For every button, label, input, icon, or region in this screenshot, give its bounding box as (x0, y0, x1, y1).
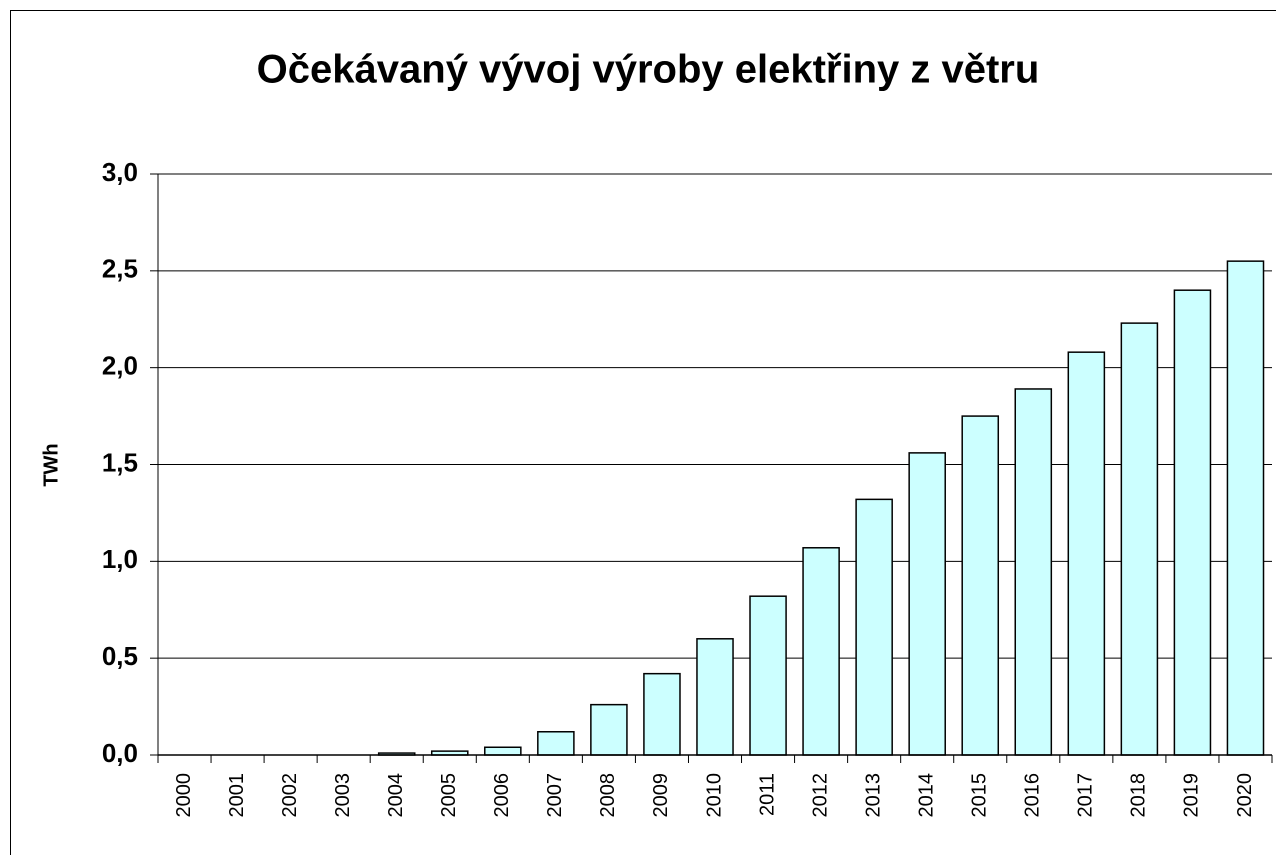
bar (1226, 260, 1265, 756)
y-tick-label: 2,0 (102, 351, 138, 381)
bar (749, 595, 787, 756)
bar (537, 731, 575, 756)
bar (484, 746, 522, 756)
x-tick-label: 2013 (862, 773, 884, 818)
x-tick-label: 2001 (226, 773, 248, 818)
x-tick-label: 2003 (332, 773, 354, 818)
bar (643, 672, 681, 756)
x-tick-label: 2017 (1075, 773, 1097, 818)
bar (1067, 351, 1106, 756)
x-tick-label: 2016 (1022, 773, 1044, 818)
x-tick-label: 2002 (279, 773, 301, 818)
y-tick-label: 1,5 (102, 447, 138, 477)
x-tick-label: 2018 (1128, 773, 1150, 818)
x-tick-label: 2011 (756, 773, 778, 816)
x-tick-label: 2004 (385, 773, 407, 818)
chart-title: Očekávaný vývoj výroby elektřiny z větru (257, 48, 1040, 92)
x-tick-label: 2000 (173, 773, 195, 818)
y-tick-label: 3,0 (102, 157, 138, 187)
bar (908, 452, 946, 756)
bar (1173, 289, 1212, 756)
y-tick-label: 2,5 (102, 254, 138, 284)
x-tick-label: 2020 (1234, 773, 1256, 818)
y-tick-label: 1,0 (102, 544, 138, 574)
y-tick-label: 0,0 (102, 738, 138, 768)
bar (855, 498, 893, 756)
x-tick-label: 2006 (491, 773, 513, 818)
x-tick-label: 2019 (1181, 773, 1203, 818)
bar (802, 547, 840, 756)
bar (1014, 388, 1053, 756)
x-tick-label: 2012 (809, 773, 831, 818)
x-tick-label: 2009 (650, 773, 672, 818)
x-tick-label: 2008 (597, 773, 619, 818)
x-tick-label: 2015 (969, 773, 991, 818)
x-tick-label: 2007 (544, 773, 566, 818)
bar (696, 638, 734, 756)
bar (1120, 322, 1159, 756)
y-tick-label: 0,5 (102, 641, 138, 671)
x-tick-label: 2014 (915, 773, 937, 818)
y-axis-label: TWh (40, 443, 62, 486)
bar (590, 703, 628, 756)
bar (961, 415, 1000, 756)
x-tick-label: 2010 (703, 773, 725, 818)
x-tick-label: 2005 (438, 773, 460, 818)
